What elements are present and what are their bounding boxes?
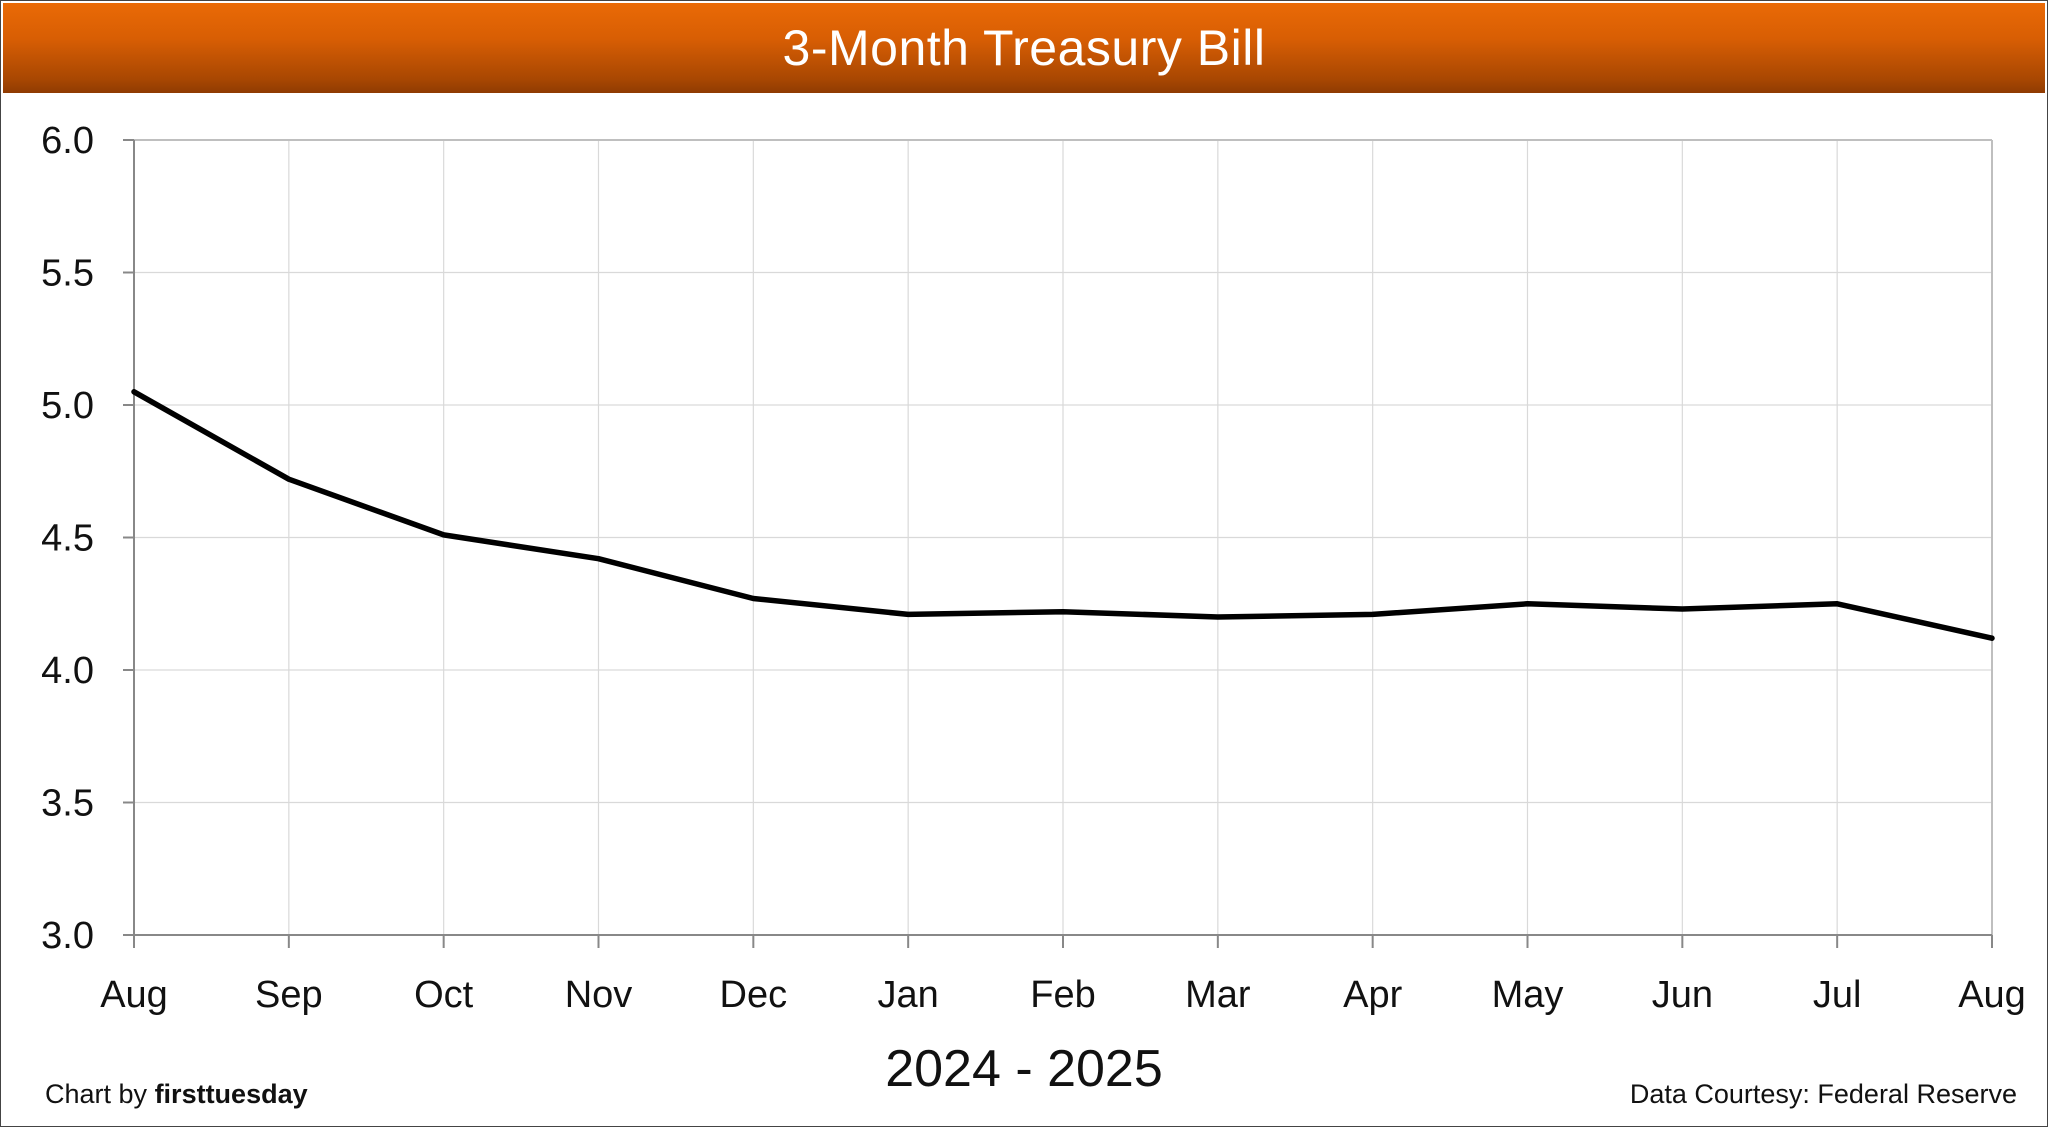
x-tick-label: Feb (1030, 974, 1095, 1016)
data-source-credit: Data Courtesy: Federal Reserve (1629, 1079, 2017, 1109)
y-tick-label: 4.5 (41, 518, 94, 560)
y-tick-label: 5.0 (41, 385, 94, 427)
y-tick-label: 6.0 (41, 120, 94, 162)
credit-prefix: Chart by (45, 1079, 148, 1109)
x-tick-label: Nov (565, 974, 633, 1016)
x-tick-label: Jun (1652, 974, 1713, 1016)
x-tick-label: Aug (100, 974, 168, 1016)
x-tick-label: Mar (1185, 974, 1251, 1016)
data-point (596, 556, 601, 562)
x-tick-label: May (1492, 974, 1564, 1016)
data-point (1989, 635, 1995, 641)
data-point (1525, 601, 1530, 607)
y-tick-label: 5.5 (41, 253, 94, 295)
data-point (750, 595, 756, 601)
x-tick-label: Jul (1813, 974, 1862, 1016)
data-point (286, 476, 292, 482)
data-point (905, 611, 911, 617)
chart-credit: Chart by firsttuesday (45, 1079, 308, 1110)
chart-title: 3-Month Treasury Bill (782, 20, 1266, 76)
x-tick-label: Jan (878, 974, 939, 1016)
credit-brand: firsttuesday (154, 1079, 308, 1109)
x-tick-label: Aug (1958, 974, 2026, 1016)
y-tick-label: 3.5 (41, 783, 94, 825)
x-tick-label: Dec (720, 974, 788, 1016)
data-point (1370, 611, 1376, 617)
data-point (131, 389, 137, 395)
data-point (1679, 606, 1685, 612)
y-tick-label: 4.0 (41, 650, 94, 692)
x-tick-label: Sep (255, 974, 323, 1016)
x-axis-title: 2024 - 2025 (885, 1040, 1163, 1098)
x-tick-label: Oct (414, 974, 474, 1016)
y-tick-label: 3.0 (41, 915, 94, 957)
x-tick-label: Apr (1343, 974, 1402, 1016)
data-point (1060, 609, 1066, 615)
data-point (1215, 614, 1221, 620)
data-point (441, 532, 447, 538)
data-point (1834, 601, 1840, 607)
title-bar: 3-Month Treasury Bill (3, 3, 2045, 93)
